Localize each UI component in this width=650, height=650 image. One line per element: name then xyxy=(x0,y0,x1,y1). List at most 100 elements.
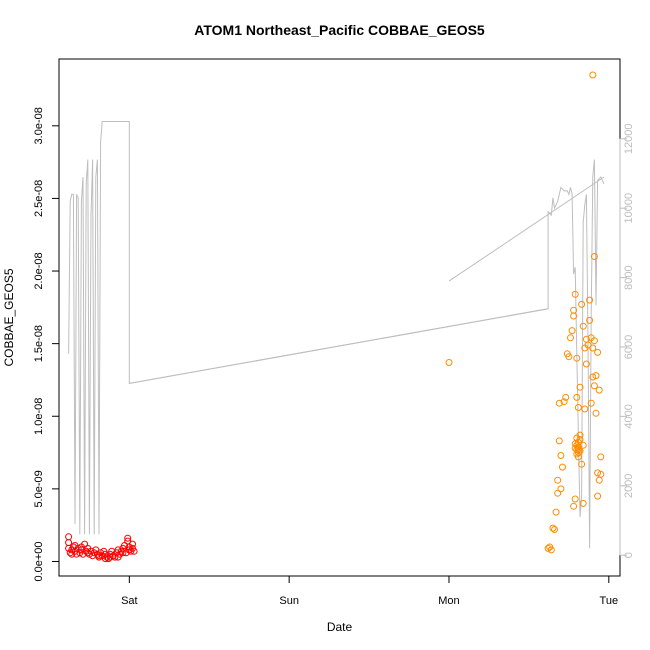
data-point xyxy=(77,543,85,551)
data-point xyxy=(560,398,568,406)
y2-tick-label: 0 xyxy=(623,552,635,558)
x-tick-label: Sat xyxy=(121,595,138,607)
y2-tick-label: 8000 xyxy=(623,265,635,289)
data-point xyxy=(594,348,602,356)
data-point xyxy=(84,549,92,557)
data-point xyxy=(567,334,574,342)
data-point xyxy=(568,327,576,335)
x-tick-label: Sun xyxy=(279,595,299,607)
data-point xyxy=(576,436,584,443)
data-point xyxy=(68,550,76,558)
data-point xyxy=(69,543,77,551)
data-point xyxy=(544,544,552,552)
data-point xyxy=(87,547,95,555)
data-point xyxy=(590,253,598,260)
y-tick-label: 2.5e-08 xyxy=(33,180,45,217)
data-point xyxy=(579,322,587,330)
series-line xyxy=(68,121,605,549)
data-point xyxy=(590,337,598,345)
data-point xyxy=(594,492,602,500)
data-point xyxy=(125,546,133,554)
data-point xyxy=(570,306,578,314)
data-point xyxy=(589,344,597,352)
y-tick-label: 5.0e-09 xyxy=(33,470,45,507)
data-point xyxy=(589,373,597,381)
x-tick-label: Tue xyxy=(600,595,619,607)
data-point xyxy=(586,316,594,324)
x-axis: Sat Sun Mon Tue xyxy=(121,575,619,607)
data-point xyxy=(124,534,132,542)
data-point xyxy=(119,549,127,557)
data-point xyxy=(571,440,579,448)
data-point xyxy=(578,300,586,308)
data-point xyxy=(559,463,566,471)
data-point xyxy=(129,540,136,548)
y-tick-label: 1.5e-08 xyxy=(33,325,45,362)
data-point xyxy=(65,533,73,541)
data-point xyxy=(574,453,582,461)
data-point xyxy=(551,526,558,533)
data-point xyxy=(576,383,584,391)
data-point xyxy=(547,546,555,554)
data-point xyxy=(557,485,565,493)
data-point xyxy=(565,353,573,361)
x-tick-label: Mon xyxy=(438,595,459,607)
data-point xyxy=(578,460,586,468)
y-axis: 0.0e+00 5.0e-09 1.0e-08 1.5e-08 2.0e-08 2.5e-… xyxy=(33,107,60,582)
plot-area xyxy=(65,71,605,563)
data-point xyxy=(589,71,597,79)
data-point xyxy=(590,382,598,390)
chart-title: ATOM1 Northeast_Pacific COBBAE_GEOS5 xyxy=(194,22,485,38)
data-point xyxy=(597,453,605,461)
y2-tick-label: 4000 xyxy=(623,404,635,428)
data-point xyxy=(552,508,560,516)
data-point xyxy=(571,290,579,298)
data-point xyxy=(571,495,579,503)
data-point xyxy=(557,452,565,459)
data-point xyxy=(65,539,73,547)
data-point xyxy=(592,372,600,380)
x-axis-label: Date xyxy=(327,620,353,634)
data-point xyxy=(549,524,557,532)
series-line-segment xyxy=(448,176,605,282)
data-point xyxy=(592,409,600,417)
data-point xyxy=(554,489,562,497)
data-point xyxy=(445,359,453,366)
data-point xyxy=(573,354,581,362)
y-tick-label: 1.0e-08 xyxy=(33,398,45,435)
series-line-segment xyxy=(129,308,549,384)
y2-axis: 0 2000 4000 6000 8000 10000 12000 xyxy=(619,124,635,558)
data-point xyxy=(130,547,138,555)
data-point xyxy=(77,546,85,554)
data-point xyxy=(555,399,563,407)
data-point xyxy=(595,476,603,484)
data-point xyxy=(95,552,103,560)
data-point xyxy=(587,399,595,407)
data-point xyxy=(554,476,562,484)
data-point xyxy=(582,335,590,343)
y2-tick-label: 2000 xyxy=(623,474,635,498)
y-tick-label: 0.0e+00 xyxy=(33,541,45,581)
data-point xyxy=(570,502,578,510)
data-point xyxy=(582,360,590,368)
data-point xyxy=(597,470,605,478)
y-tick-label: 2.0e-08 xyxy=(33,252,45,289)
data-point xyxy=(579,499,587,507)
data-point xyxy=(65,544,73,552)
data-point xyxy=(595,386,603,394)
y-axis-label: COBBAE_GEOS5 xyxy=(2,268,16,366)
data-point xyxy=(573,393,581,401)
data-point xyxy=(106,553,114,561)
data-point xyxy=(71,542,79,549)
y-tick-label: 3.0e-08 xyxy=(33,107,45,144)
data-point xyxy=(562,393,570,401)
y2-tick-label: 10000 xyxy=(623,193,635,224)
data-point xyxy=(581,405,589,413)
plot-frame xyxy=(58,58,621,577)
y2-tick-label: 6000 xyxy=(623,335,635,359)
data-point xyxy=(101,555,109,563)
data-point xyxy=(574,404,582,411)
data-point xyxy=(555,437,563,445)
y2-tick-label: 12000 xyxy=(623,124,635,155)
